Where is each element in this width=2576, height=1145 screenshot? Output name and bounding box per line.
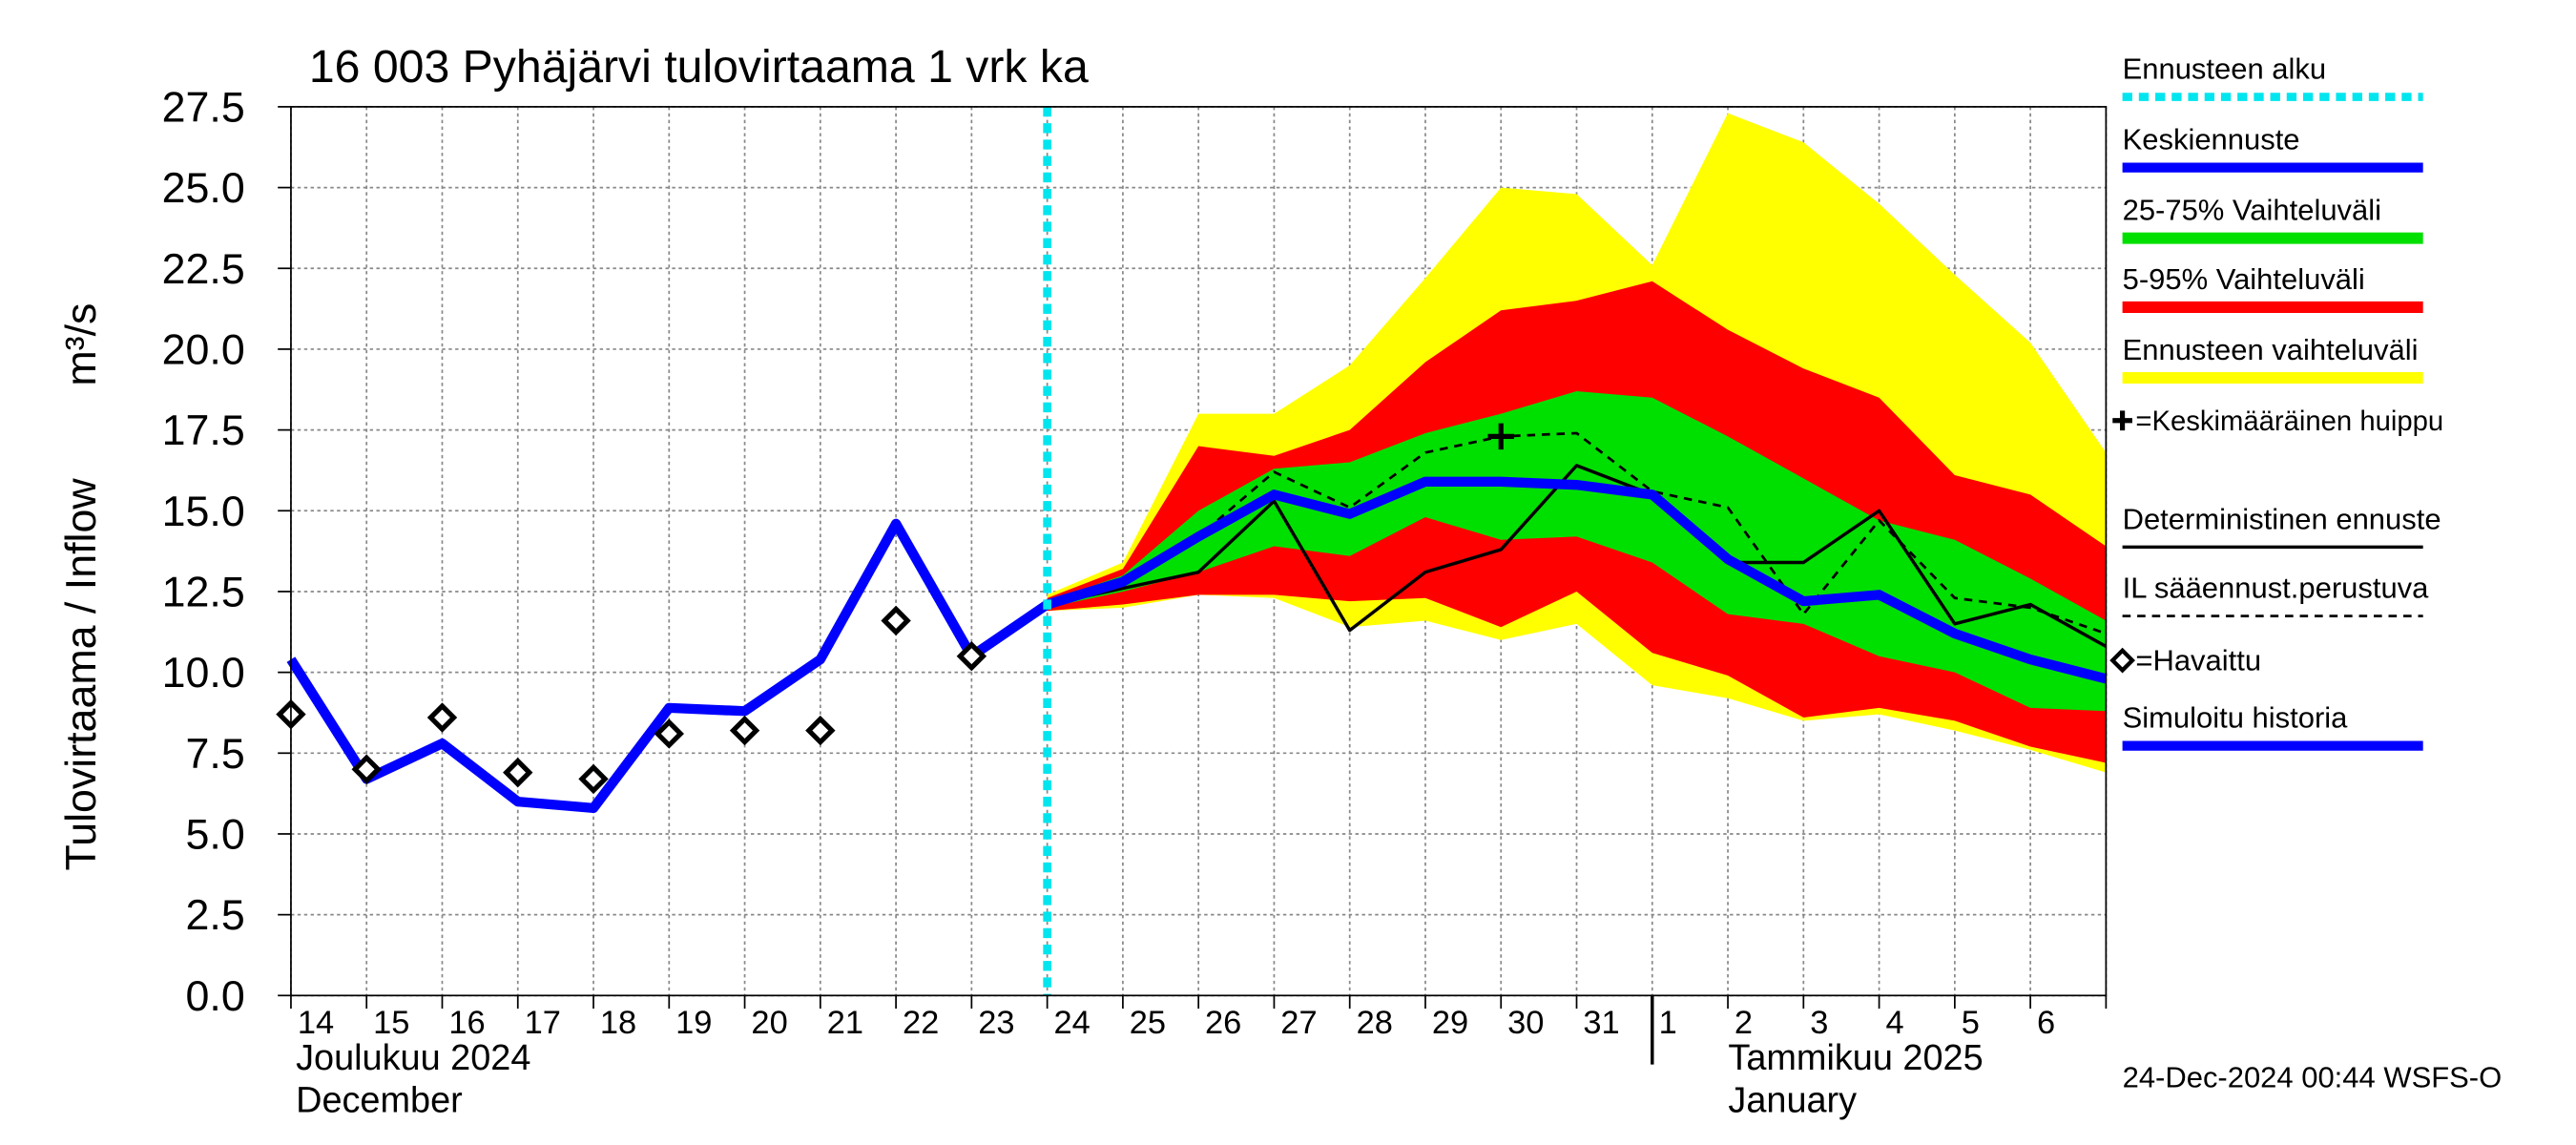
x-tick-label: 6 <box>2037 1005 2055 1041</box>
x-tick-label: 2 <box>1735 1005 1753 1041</box>
month-label: December <box>296 1081 463 1121</box>
observed-marker <box>351 754 382 784</box>
x-tick-label: 24 <box>1054 1005 1091 1041</box>
y-tick-label: 5.0 <box>186 810 245 858</box>
y-tick-label: 20.0 <box>162 325 245 373</box>
y-tick-label: 25.0 <box>162 164 245 212</box>
legend-label: Ennusteen vaihteluväli <box>2123 333 2419 366</box>
legend-label: Simuloitu historia <box>2123 701 2349 735</box>
series-line <box>286 518 1050 814</box>
x-tick-label: 30 <box>1507 1005 1544 1041</box>
y-tick-label: 12.5 <box>162 568 245 615</box>
timestamp: 24-Dec-2024 00:44 WSFS-O <box>2123 1061 2503 1094</box>
x-tick-label: 28 <box>1357 1005 1393 1041</box>
x-tick-label: 14 <box>298 1005 334 1041</box>
x-tick-label: 29 <box>1432 1005 1468 1041</box>
y-tick-label: 0.0 <box>186 972 245 1020</box>
observed-marker <box>881 605 911 636</box>
chart-title: 16 003 Pyhäjärvi tulovirtaama 1 vrk ka <box>309 41 1089 93</box>
series-line <box>1046 476 2108 684</box>
observed-marker <box>503 757 533 788</box>
legend-label: 5-95% Vaihteluväli <box>2123 262 2365 296</box>
month-label: January <box>1728 1081 1857 1121</box>
observed-marker <box>729 715 760 746</box>
y-tick-label: 10.0 <box>162 649 245 697</box>
x-tick-label: 31 <box>1583 1005 1619 1041</box>
month-label: Joulukuu 2024 <box>296 1038 530 1078</box>
series-line <box>1047 431 2107 635</box>
peak-marker <box>1487 423 1515 450</box>
x-tick-label: 15 <box>373 1005 409 1041</box>
observed-marker <box>654 718 684 749</box>
series-line <box>1047 464 2108 649</box>
x-tick-label: 16 <box>448 1005 485 1041</box>
x-tick-label: 17 <box>525 1005 561 1041</box>
legend-marker <box>2109 647 2135 674</box>
x-tick-label: 27 <box>1280 1005 1317 1041</box>
x-tick-label: 25 <box>1130 1005 1166 1041</box>
x-tick-label: 1 <box>1659 1005 1677 1041</box>
y-tick-label: 22.5 <box>162 245 245 293</box>
legend-label: =Havaittu <box>2135 643 2261 677</box>
x-tick-label: 5 <box>1962 1005 1980 1041</box>
y-tick-label: 17.5 <box>162 406 245 454</box>
observed-marker <box>426 702 458 733</box>
x-tick-label: 19 <box>675 1005 712 1041</box>
observed-marker <box>956 640 987 672</box>
legend-label: Ennusteen alku <box>2123 52 2327 86</box>
x-tick-label: 3 <box>1810 1005 1828 1041</box>
plot-frame <box>290 106 2108 997</box>
observed-marker <box>578 763 609 795</box>
x-tick-label: 26 <box>1205 1005 1241 1041</box>
month-label: Tammikuu 2025 <box>1728 1038 1983 1078</box>
legend-label: Keskiennuste <box>2123 123 2300 156</box>
y-tick-label: 7.5 <box>186 730 245 778</box>
range-band <box>1047 390 2107 712</box>
y-tick-label: 15.0 <box>162 488 245 535</box>
x-tick-label: 21 <box>827 1005 863 1041</box>
legend-label: =Keskimääräinen huippu <box>2135 406 2443 437</box>
legend-label: Deterministinen ennuste <box>2123 502 2441 535</box>
x-tick-label: 22 <box>903 1005 939 1041</box>
y-axis-unit: m³/s <box>57 303 105 386</box>
y-tick-label: 2.5 <box>186 891 245 939</box>
x-tick-label: 18 <box>600 1005 636 1041</box>
legend-label: IL sääennust.perustuva <box>2123 572 2430 605</box>
legend-marker <box>2112 410 2132 431</box>
observed-marker <box>805 715 836 746</box>
y-axis-label: Tulovirtaama / Inflow <box>57 478 105 871</box>
x-tick-label: 4 <box>1885 1005 1903 1041</box>
legend-label: 25-75% Vaihteluväli <box>2123 194 2381 227</box>
x-tick-label: 23 <box>978 1005 1014 1041</box>
y-tick-label: 27.5 <box>162 83 245 131</box>
x-tick-label: 20 <box>751 1005 787 1041</box>
